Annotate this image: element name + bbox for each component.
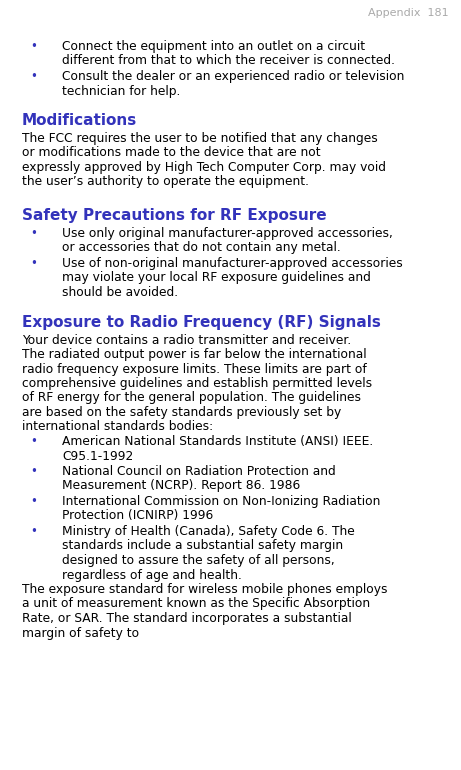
Text: Ministry of Health (Canada), Safety Code 6. The: Ministry of Health (Canada), Safety Code… <box>62 525 355 538</box>
Text: C95.1-1992: C95.1-1992 <box>62 450 134 463</box>
Text: radio frequency exposure limits. These limits are part of: radio frequency exposure limits. These l… <box>22 363 367 376</box>
Text: a unit of measurement known as the Specific Absorption: a unit of measurement known as the Speci… <box>22 598 370 611</box>
Text: should be avoided.: should be avoided. <box>62 286 178 299</box>
Text: different from that to which the receiver is connected.: different from that to which the receive… <box>62 55 395 68</box>
Text: designed to assure the safety of all persons,: designed to assure the safety of all per… <box>62 554 335 567</box>
Text: of RF energy for the general population. The guidelines: of RF energy for the general population.… <box>22 391 361 404</box>
Text: Appendix  181: Appendix 181 <box>368 8 449 18</box>
Text: •: • <box>30 495 37 508</box>
Text: •: • <box>30 465 37 478</box>
Text: or modifications made to the device that are not: or modifications made to the device that… <box>22 146 320 159</box>
Text: Rate, or SAR. The standard incorporates a substantial: Rate, or SAR. The standard incorporates … <box>22 612 352 625</box>
Text: may violate your local RF exposure guidelines and: may violate your local RF exposure guide… <box>62 272 371 284</box>
Text: the user’s authority to operate the equipment.: the user’s authority to operate the equi… <box>22 176 309 189</box>
Text: margin of safety to: margin of safety to <box>22 627 139 640</box>
Text: The FCC requires the user to be notified that any changes: The FCC requires the user to be notified… <box>22 132 378 145</box>
Text: Safety Precautions for RF Exposure: Safety Precautions for RF Exposure <box>22 208 327 223</box>
Text: Measurement (NCRP). Report 86. 1986: Measurement (NCRP). Report 86. 1986 <box>62 480 301 493</box>
Text: Use of non-original manufacturer-approved accessories: Use of non-original manufacturer-approve… <box>62 257 403 270</box>
Text: Connect the equipment into an outlet on a circuit: Connect the equipment into an outlet on … <box>62 40 366 53</box>
Text: •: • <box>30 435 37 448</box>
Text: technician for help.: technician for help. <box>62 85 181 98</box>
Text: American National Standards Institute (ANSI) IEEE.: American National Standards Institute (A… <box>62 435 373 448</box>
Text: international standards bodies:: international standards bodies: <box>22 420 213 434</box>
Text: •: • <box>30 70 37 83</box>
Text: •: • <box>30 257 37 270</box>
Text: Your device contains a radio transmitter and receiver.: Your device contains a radio transmitter… <box>22 333 351 347</box>
Text: Use only original manufacturer-approved accessories,: Use only original manufacturer-approved … <box>62 227 393 240</box>
Text: The exposure standard for wireless mobile phones employs: The exposure standard for wireless mobil… <box>22 583 388 596</box>
Text: •: • <box>30 40 37 53</box>
Text: •: • <box>30 227 37 240</box>
Text: National Council on Radiation Protection and: National Council on Radiation Protection… <box>62 465 336 478</box>
Text: comprehensive guidelines and establish permitted levels: comprehensive guidelines and establish p… <box>22 377 372 390</box>
Text: Consult the dealer or an experienced radio or television: Consult the dealer or an experienced rad… <box>62 70 405 83</box>
Text: International Commission on Non-Ionizing Radiation: International Commission on Non-Ionizing… <box>62 495 381 508</box>
Text: Modifications: Modifications <box>22 113 137 128</box>
Text: standards include a substantial safety margin: standards include a substantial safety m… <box>62 540 343 553</box>
Text: Protection (ICNIRP) 1996: Protection (ICNIRP) 1996 <box>62 510 213 523</box>
Text: Exposure to Radio Frequency (RF) Signals: Exposure to Radio Frequency (RF) Signals <box>22 314 381 330</box>
Text: The radiated output power is far below the international: The radiated output power is far below t… <box>22 348 366 361</box>
Text: are based on the safety standards previously set by: are based on the safety standards previo… <box>22 406 341 419</box>
Text: •: • <box>30 525 37 538</box>
Text: or accessories that do not contain any metal.: or accessories that do not contain any m… <box>62 242 341 255</box>
Text: expressly approved by High Tech Computer Corp. may void: expressly approved by High Tech Computer… <box>22 161 386 174</box>
Text: regardless of age and health.: regardless of age and health. <box>62 568 242 581</box>
